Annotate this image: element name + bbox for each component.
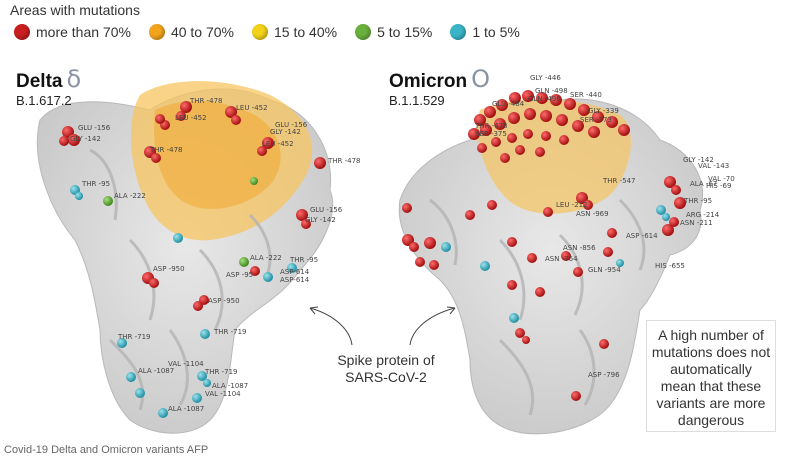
residue-label: ASP -614	[626, 232, 658, 240]
delta-symbol: δ	[66, 65, 82, 93]
omicron-symbol: O	[471, 65, 491, 93]
delta-residue-labels: GLU -156 GLY -142 THR -478 LEU -452 LEU …	[70, 97, 361, 413]
residue-label: GLY -142	[270, 128, 301, 136]
residue-label: GLY -446	[530, 74, 561, 82]
spike-protein-label: Spike protein of SARS-CoV-2	[337, 352, 435, 385]
residue-label: ALA -222	[250, 254, 282, 262]
residue-label: LEU -452	[236, 104, 268, 112]
legend-dot-orange	[148, 24, 165, 40]
residue-label: THR -719	[204, 368, 238, 376]
legend-label: 15 to 40%	[274, 24, 338, 40]
residue-label: THR -95	[683, 197, 712, 205]
residue-label: ASP-614	[280, 268, 310, 276]
omicron-lineage: B.1.1.529	[389, 93, 445, 108]
legend-item-5-to-15: 5 to 15%	[355, 24, 432, 40]
residue-label: ALA -1087	[168, 405, 204, 413]
residue-label: ALA -222	[114, 192, 146, 200]
legend-item-1-to-5: 1 to 5%	[450, 24, 520, 40]
omicron-title: Omicron O	[389, 65, 490, 93]
residue-label: GLU -484	[492, 100, 525, 108]
delta-name: Delta	[16, 71, 63, 92]
residue-label: SER -373	[580, 116, 612, 124]
residue-label: GLU -156	[310, 206, 343, 214]
residue-label: SER -440	[570, 91, 602, 99]
residue-label: ASP -950	[208, 297, 240, 305]
legend-dot-red	[14, 24, 30, 40]
residue-label: ASP -950	[153, 265, 185, 273]
residue-label: GLY -142	[305, 216, 336, 224]
residue-label: ASP -95	[226, 271, 253, 279]
omicron-residue-labels: GLY -446 GLN -498 GLN -496 SER -440 GLU …	[474, 74, 735, 379]
note-box: A high number of mutations does not auto…	[646, 320, 776, 432]
delta-lineage: B.1.617.2	[16, 93, 72, 108]
legend-label: 1 to 5%	[472, 24, 520, 40]
residue-label: THR -478	[327, 157, 361, 165]
omicron-mutation-spheres	[402, 90, 686, 401]
residue-label: THR -719	[117, 333, 151, 341]
residue-label: ASN -969	[576, 210, 609, 218]
residue-label: THR -95	[289, 256, 318, 264]
legend-item-15-to-40: 15 to 40%	[252, 24, 337, 40]
residue-label: LEU -452	[262, 140, 294, 148]
residue-label: THR -478	[474, 122, 508, 130]
legend-title: Areas with mutations	[10, 2, 140, 18]
image-credit: Covid-19 Delta and Omicron variants AFP	[4, 444, 209, 456]
residue-label: THR -719	[213, 328, 247, 336]
residue-label: GLN -496	[528, 95, 561, 103]
legend-label: 5 to 15%	[377, 24, 433, 40]
residue-label: HIS -655	[655, 262, 685, 270]
residue-label: ASN -211	[680, 219, 713, 227]
residue-label: VAL -70	[708, 175, 735, 183]
legend-dot-green	[355, 24, 372, 40]
residue-label: ASN -856	[563, 244, 596, 252]
residue-label: HIS -69	[706, 182, 731, 190]
residue-label: GLU -156	[78, 124, 111, 132]
residue-label: VAL -143	[698, 162, 729, 170]
arrow-to-omicron	[409, 307, 456, 346]
residue-label: VAL -1104	[205, 390, 241, 398]
residue-label: ASP-614	[280, 276, 310, 284]
legend-item-40-to-70: 40 to 70%	[148, 24, 235, 40]
legend-item-more-than-70: more than 70%	[14, 24, 131, 40]
residue-label: GLN -498	[535, 87, 568, 95]
delta-mutation-spheres	[59, 101, 326, 418]
legend-dot-yellow	[252, 24, 269, 40]
legend-label: more than 70%	[36, 24, 131, 40]
omicron-name: Omicron	[389, 71, 468, 92]
residue-label: THR -547	[602, 177, 636, 185]
residue-label: GLU -156	[275, 121, 308, 129]
residue-label: LEU -452	[175, 114, 207, 122]
residue-label: ARG -214	[686, 211, 720, 219]
arrow-to-delta	[309, 307, 353, 346]
residue-label: SER -375	[475, 130, 507, 138]
residue-label: THR -95	[81, 180, 110, 188]
legend-dot-cyan	[450, 24, 467, 40]
residue-label: THR -478	[189, 97, 223, 105]
residue-label: GLN -954	[588, 266, 621, 274]
residue-label: ALA -1087	[138, 367, 174, 375]
residue-label: VAL -1104	[168, 360, 204, 368]
residue-label: ASP -796	[588, 371, 620, 379]
residue-label: ALA -67	[690, 180, 717, 188]
legend: more than 70% 40 to 70% 15 to 40% 5 to 1…	[14, 24, 538, 40]
residue-label: LEU -212	[556, 201, 588, 209]
delta-title: Delta δ	[16, 65, 81, 93]
delta-protein	[36, 81, 334, 434]
residue-label: GLY -339	[588, 107, 619, 115]
residue-label: GLY -142	[70, 135, 101, 143]
legend-label: 40 to 70%	[170, 24, 235, 40]
residue-label: ASN -764	[545, 255, 578, 263]
residue-label: ALA -1087	[212, 382, 248, 390]
residue-label: GLY -142	[683, 156, 714, 164]
residue-label: THR -478	[149, 146, 183, 154]
